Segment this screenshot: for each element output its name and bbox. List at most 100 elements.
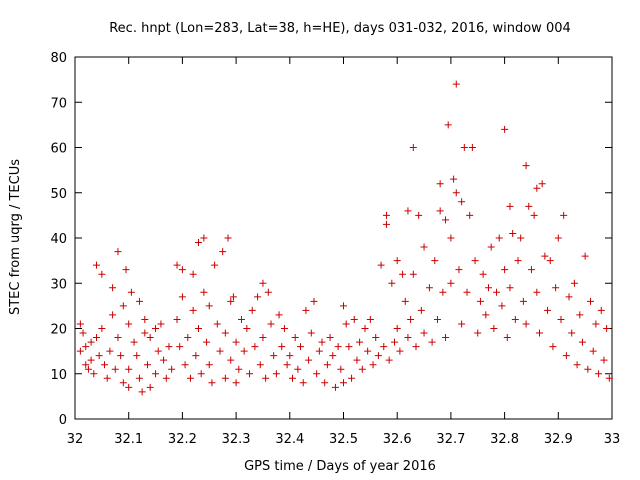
data-point [538, 180, 546, 188]
data-point [323, 361, 331, 369]
data-point [444, 121, 452, 129]
plot-frame [74, 56, 613, 420]
data-point [404, 334, 412, 342]
data-point [329, 352, 337, 360]
data-point [552, 284, 560, 292]
data-point [393, 257, 401, 265]
data-point [568, 329, 576, 337]
data-point [95, 352, 103, 360]
x-tick-label: 32.6 [383, 432, 412, 447]
y-axis-label: STEC from uqrg / TECUs [8, 159, 23, 315]
chart-title: Rec. hnpt (Lon=283, Lat=38, h=HE), days … [109, 21, 571, 36]
x-tick-label: 32.7 [436, 432, 465, 447]
data-point [168, 365, 176, 373]
data-point [517, 234, 525, 242]
data-point [460, 144, 468, 151]
data-point [119, 302, 127, 310]
x-tick-label: 33 [604, 432, 621, 447]
data-point [342, 320, 350, 328]
data-point [267, 320, 275, 328]
data-point [468, 144, 476, 151]
data-point [353, 356, 361, 364]
data-point [374, 352, 382, 360]
data-point [546, 257, 554, 265]
x-tick-label: 32.8 [490, 432, 519, 447]
data-point [84, 365, 92, 373]
data-point [544, 306, 552, 314]
data-point [490, 325, 498, 332]
data-point [130, 338, 138, 346]
data-point [372, 334, 380, 342]
x-axis: 32 32.1 32.2 32.3 32.4 32.5 32.6 32.7 32.8 32.9 33 [67, 57, 621, 447]
data-point [173, 315, 181, 323]
data-point [482, 311, 490, 319]
data-point [181, 361, 189, 369]
data-point [227, 356, 235, 364]
data-point [452, 189, 460, 197]
data-point [79, 329, 87, 337]
data-point [514, 257, 522, 265]
data-point [232, 379, 240, 387]
data-point [557, 315, 565, 323]
data-point [186, 374, 194, 382]
data-point [587, 297, 595, 305]
data-point [573, 361, 581, 369]
data-point [315, 347, 323, 355]
data-point [189, 270, 197, 278]
data-point [412, 343, 420, 351]
data-point [380, 343, 388, 351]
data-point [122, 266, 130, 274]
data-point [382, 220, 390, 228]
data-point [294, 365, 302, 373]
data-point [519, 297, 527, 305]
data-point [463, 288, 471, 296]
data-point [197, 370, 205, 378]
data-point [382, 211, 390, 219]
data-point [447, 234, 455, 242]
data-point [205, 361, 213, 369]
y-tick-label: 10 [50, 368, 67, 383]
y-tick-label: 0 [59, 413, 67, 428]
data-point [106, 347, 114, 355]
data-point [135, 374, 143, 382]
data-point [111, 365, 119, 373]
y-tick-label: 20 [50, 323, 67, 338]
data-point [237, 315, 245, 323]
data-point [578, 338, 586, 346]
data-point [125, 383, 133, 391]
y-tick-label: 40 [50, 232, 67, 247]
data-point [313, 370, 321, 378]
data-point [98, 325, 106, 332]
data-point [326, 334, 334, 342]
data-point [592, 320, 600, 328]
data-point [208, 379, 216, 387]
data-point [503, 334, 511, 342]
data-point [90, 370, 98, 378]
x-tick-label: 32.3 [222, 432, 251, 447]
data-point [254, 293, 262, 301]
data-point [264, 288, 272, 296]
y-tick-label: 70 [50, 96, 67, 111]
data-point [205, 302, 213, 310]
data-point [160, 356, 168, 364]
data-point [348, 374, 356, 382]
data-point [184, 334, 192, 342]
data-point [345, 343, 353, 351]
data-point [399, 270, 407, 278]
data-point [420, 329, 428, 337]
data-point [213, 320, 221, 328]
data-point [133, 352, 141, 360]
data-point [603, 325, 611, 332]
data-point [541, 252, 549, 260]
data-point [243, 325, 251, 332]
data-point [302, 306, 310, 314]
data-point [369, 361, 377, 369]
data-point [458, 320, 466, 328]
data-point [87, 356, 95, 364]
data-point [146, 383, 154, 391]
x-tick-label: 32.2 [168, 432, 197, 447]
data-point [82, 343, 90, 351]
data-point [307, 329, 315, 337]
data-point [127, 288, 135, 296]
data-point [455, 266, 463, 274]
